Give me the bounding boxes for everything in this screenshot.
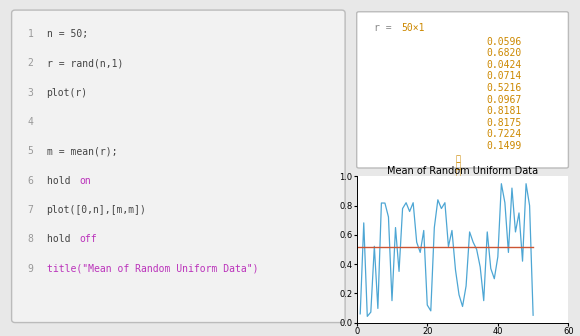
FancyBboxPatch shape [357, 12, 568, 168]
Text: 6: 6 [27, 176, 33, 186]
Text: 1: 1 [27, 29, 33, 39]
Text: ⋮: ⋮ [456, 161, 461, 170]
Text: hold: hold [46, 235, 76, 245]
Text: 0.0424: 0.0424 [487, 60, 522, 70]
Text: 2: 2 [27, 58, 33, 68]
Text: 0.0596: 0.0596 [487, 37, 522, 47]
Text: 0.0967: 0.0967 [487, 94, 522, 104]
Text: ⋮: ⋮ [456, 154, 461, 163]
Text: 7: 7 [27, 205, 33, 215]
Text: r = rand(n,1): r = rand(n,1) [46, 58, 123, 68]
Text: 0.1499: 0.1499 [487, 141, 522, 151]
Text: 0.5216: 0.5216 [487, 83, 522, 93]
Title: Mean of Random Uniform Data: Mean of Random Uniform Data [387, 166, 538, 176]
Text: 9: 9 [27, 264, 33, 274]
Text: 0.8175: 0.8175 [487, 118, 522, 128]
Text: 0.6820: 0.6820 [487, 48, 522, 58]
Text: 0.7224: 0.7224 [487, 129, 522, 139]
Text: 8: 8 [27, 235, 33, 245]
Text: 50×1: 50×1 [402, 23, 425, 33]
Text: r =: r = [374, 23, 397, 33]
Text: plot([0,n],[m,m]): plot([0,n],[m,m]) [46, 205, 147, 215]
Text: ⋮: ⋮ [456, 168, 461, 177]
Text: plot(r): plot(r) [46, 88, 88, 97]
Text: 4: 4 [27, 117, 33, 127]
Text: on: on [79, 176, 91, 186]
FancyBboxPatch shape [12, 10, 345, 323]
Text: hold: hold [46, 176, 76, 186]
Text: 0.0714: 0.0714 [487, 72, 522, 81]
Text: n = 50;: n = 50; [46, 29, 88, 39]
Text: m = mean(r);: m = mean(r); [46, 146, 117, 156]
Text: 3: 3 [27, 88, 33, 97]
Text: 5: 5 [27, 146, 33, 156]
Text: title("Mean of Random Uniform Data"): title("Mean of Random Uniform Data") [46, 264, 258, 274]
Text: 0.8181: 0.8181 [487, 106, 522, 116]
Text: off: off [79, 235, 97, 245]
